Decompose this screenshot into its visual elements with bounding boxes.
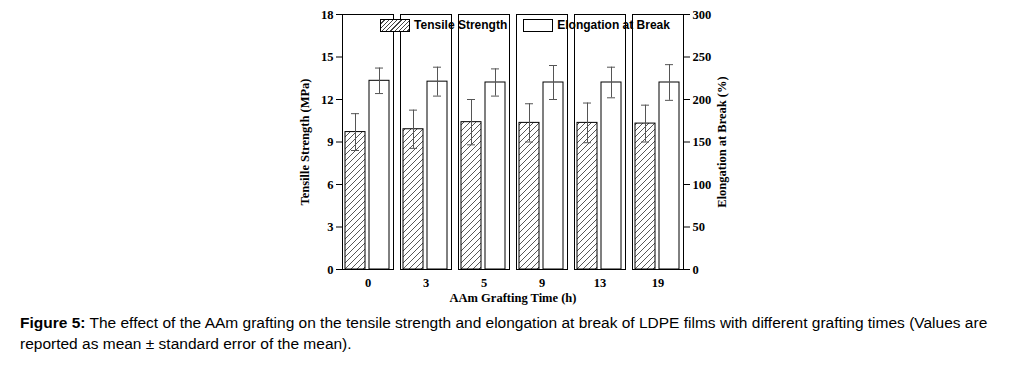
svg-text:100: 100 bbox=[693, 178, 712, 192]
html-text:Elongation at Break: Elongation at Break bbox=[557, 18, 670, 32]
html-text:Tensile Strength: Tensile Strength bbox=[414, 18, 508, 32]
svg-text:9: 9 bbox=[539, 276, 545, 290]
svg-text:5: 5 bbox=[481, 276, 487, 290]
svg-text:19: 19 bbox=[652, 276, 665, 290]
svg-text:3: 3 bbox=[423, 276, 429, 290]
svg-text:150: 150 bbox=[693, 135, 712, 149]
svg-text:Tensille Strength (MPa): Tensille Strength (MPa) bbox=[298, 78, 312, 205]
svg-text:18: 18 bbox=[321, 8, 334, 22]
svg-text:9: 9 bbox=[327, 135, 333, 149]
svg-text:Elongation at Break (%): Elongation at Break (%) bbox=[715, 76, 729, 207]
svg-text:300: 300 bbox=[693, 8, 712, 22]
svg-text:0: 0 bbox=[327, 263, 333, 277]
svg-text:AAm Grafting Time (h): AAm Grafting Time (h) bbox=[450, 291, 577, 305]
svg-text:6: 6 bbox=[327, 178, 333, 192]
svg-text:3: 3 bbox=[327, 220, 333, 234]
svg-text:0: 0 bbox=[693, 263, 699, 277]
svg-text:15: 15 bbox=[321, 50, 334, 64]
svg-text:0: 0 bbox=[365, 276, 371, 290]
svg-text:250: 250 bbox=[693, 50, 712, 64]
svg-text:200: 200 bbox=[693, 93, 712, 107]
svg-text:13: 13 bbox=[594, 276, 607, 290]
svg-text:50: 50 bbox=[693, 220, 706, 234]
html-text:Figure 5: The effect of the AA: Figure 5: The effect of the AAm grafting… bbox=[20, 314, 988, 352]
svg-text:12: 12 bbox=[321, 93, 334, 107]
